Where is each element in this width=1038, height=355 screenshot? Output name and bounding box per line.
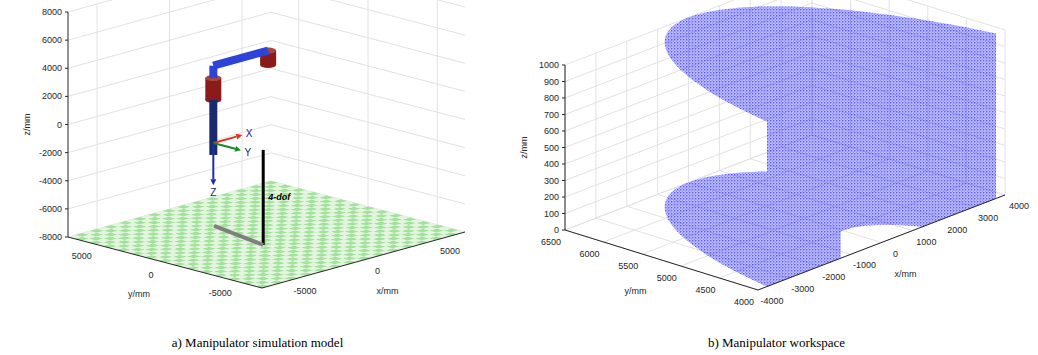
svg-text:-1000: -1000 (853, 260, 876, 270)
svg-text:-4000: -4000 (760, 296, 783, 306)
svg-text:6000: 6000 (42, 35, 62, 45)
svg-text:0: 0 (57, 120, 62, 130)
svg-text:6500: 6500 (541, 237, 561, 247)
svg-text:8000: 8000 (42, 7, 62, 17)
svg-text:5500: 5500 (618, 261, 638, 271)
svg-text:3000: 3000 (978, 213, 998, 223)
svg-text:X: X (246, 128, 253, 139)
svg-text:400: 400 (544, 159, 559, 169)
svg-text:5000: 5000 (440, 246, 460, 256)
svg-text:1000: 1000 (539, 60, 559, 70)
svg-text:5000: 5000 (657, 273, 677, 283)
svg-text:0: 0 (893, 249, 898, 259)
svg-text:1000: 1000 (916, 237, 936, 247)
svg-text:z/mm: z/mm (519, 137, 529, 159)
svg-text:800: 800 (544, 93, 559, 103)
svg-text:Y: Y (244, 147, 251, 158)
svg-text:0: 0 (375, 266, 380, 276)
svg-text:900: 900 (544, 77, 559, 87)
svg-text:-2000: -2000 (39, 148, 62, 158)
svg-text:4500: 4500 (695, 285, 715, 295)
svg-text:-3000: -3000 (791, 284, 814, 294)
svg-text:4000: 4000 (42, 63, 62, 73)
svg-text:4000: 4000 (734, 297, 754, 307)
svg-text:600: 600 (544, 126, 559, 136)
svg-text:2000: 2000 (947, 225, 967, 235)
svg-text:y/mm: y/mm (625, 286, 647, 296)
svg-text:y/mm: y/mm (128, 289, 150, 299)
svg-text:a) Manipulator simulation mode: a) Manipulator simulation model (172, 335, 344, 350)
svg-text:0: 0 (554, 225, 559, 235)
svg-text:300: 300 (544, 176, 559, 186)
svg-text:-6000: -6000 (39, 204, 62, 214)
svg-text:500: 500 (544, 143, 559, 153)
svg-text:x/mm: x/mm (895, 269, 917, 279)
svg-text:4-dof: 4-dof (267, 192, 291, 202)
svg-text:-2000: -2000 (822, 272, 845, 282)
svg-text:-8000: -8000 (39, 232, 62, 242)
svg-text:100: 100 (544, 209, 559, 219)
svg-text:Z: Z (210, 187, 216, 198)
svg-text:-5000: -5000 (293, 286, 316, 296)
svg-text:0: 0 (148, 270, 153, 280)
svg-text:-4000: -4000 (39, 176, 62, 186)
svg-text:200: 200 (544, 192, 559, 202)
svg-text:6000: 6000 (580, 249, 600, 259)
svg-text:700: 700 (544, 110, 559, 120)
svg-text:b) Manipulator workspace: b) Manipulator workspace (708, 335, 845, 350)
svg-text:-5000: -5000 (209, 288, 232, 298)
svg-text:5000: 5000 (72, 251, 92, 261)
svg-text:4000: 4000 (1009, 201, 1029, 211)
svg-text:x/mm: x/mm (377, 286, 399, 296)
svg-text:z/mm: z/mm (22, 114, 32, 136)
svg-text:2000: 2000 (42, 91, 62, 101)
